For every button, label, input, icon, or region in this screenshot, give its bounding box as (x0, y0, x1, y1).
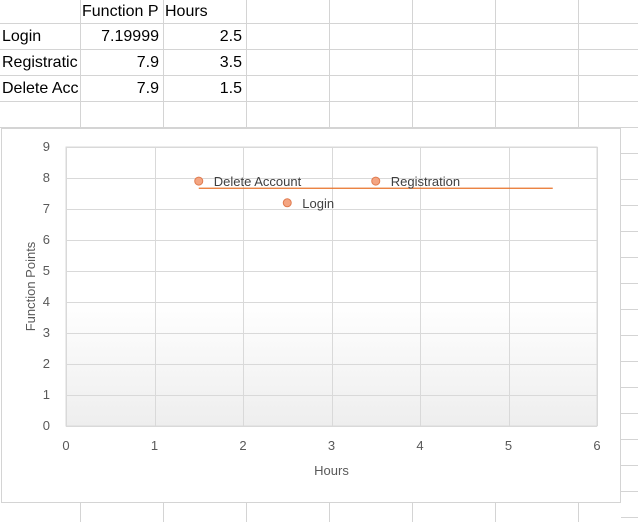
y-tick-label: 8 (43, 170, 50, 185)
x-tick-label: 5 (505, 438, 512, 453)
cell-hours-registration[interactable]: 3.5 (219, 54, 242, 71)
data-point-login[interactable] (282, 198, 292, 208)
data-label-login[interactable]: Login (302, 196, 334, 211)
chart-gridlines (66, 147, 598, 427)
cell-hours-login[interactable]: 2.5 (219, 28, 242, 45)
data-label-delete-account[interactable]: Delete Account (214, 174, 302, 189)
data-point-registration[interactable] (371, 176, 381, 186)
y-tick-label: 3 (43, 325, 50, 340)
data-point-delete-account[interactable] (194, 176, 204, 186)
x-tick-label: 4 (416, 438, 423, 453)
plot-area (65, 146, 598, 427)
cell-hours-delete-account[interactable]: 1.5 (219, 80, 242, 97)
y-axis-title: Function Points (23, 241, 38, 331)
cell-fp-registration[interactable]: 7.9 (136, 54, 159, 71)
y-tick-label: 5 (43, 263, 50, 278)
y-tick-label: 6 (43, 232, 50, 247)
row-label-delete-account[interactable]: Delete Acc (2, 80, 79, 97)
x-tick-label: 0 (62, 438, 69, 453)
x-tick-label: 2 (239, 438, 246, 453)
row-label-login[interactable]: Login (2, 28, 42, 45)
header-cell-hours[interactable]: Hours (165, 3, 208, 20)
header-cell-function-points[interactable]: Function P (82, 3, 159, 20)
x-tick-label: 3 (328, 438, 335, 453)
row-label-registration[interactable]: Registratic (2, 54, 78, 71)
y-tick-label: 7 (43, 201, 50, 216)
x-tick-label: 6 (593, 438, 600, 453)
cell-fp-login[interactable]: 7.19999 (101, 28, 159, 45)
axis-tick-labels: 0 1 2 3 4 5 6 7 8 9 0 1 2 3 4 5 6 (43, 139, 601, 453)
scatter-chart[interactable]: 0 1 2 3 4 5 6 7 8 9 0 1 2 3 4 5 6 Login Registration Delet… (1, 128, 621, 503)
y-tick-label: 0 (43, 418, 50, 433)
y-tick-label: 2 (43, 356, 50, 371)
data-points: Login Registration Delete Account (194, 174, 460, 211)
chart-canvas: 0 1 2 3 4 5 6 7 8 9 0 1 2 3 4 5 6 Login Registration Delet… (23, 139, 601, 478)
x-tick-label: 1 (151, 438, 158, 453)
cell-fp-delete-account[interactable]: 7.9 (136, 80, 159, 97)
data-label-registration[interactable]: Registration (391, 174, 460, 189)
y-tick-label: 4 (43, 294, 50, 309)
y-tick-label: 1 (43, 387, 50, 402)
x-axis-title: Hours (314, 463, 349, 478)
y-tick-label: 9 (43, 139, 50, 154)
